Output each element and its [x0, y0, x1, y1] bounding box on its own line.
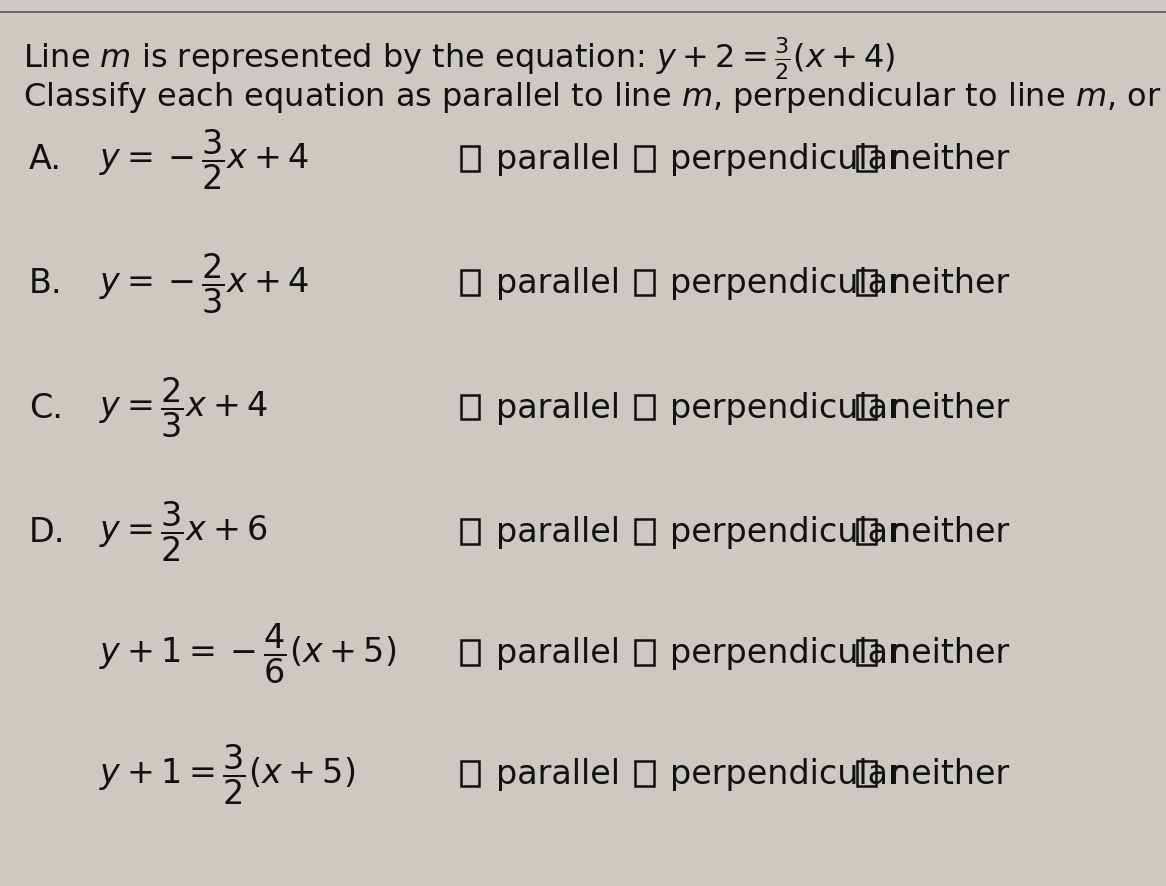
Text: parallel: parallel: [496, 267, 619, 300]
Text: $y = \dfrac{2}{3}x + 4$: $y = \dfrac{2}{3}x + 4$: [99, 376, 268, 439]
Text: perpendicular: perpendicular: [670, 757, 902, 790]
Bar: [857, 519, 876, 544]
Text: neither: neither: [890, 143, 1009, 176]
Text: perpendicular: perpendicular: [670, 636, 902, 670]
Text: parallel: parallel: [496, 515, 619, 548]
Text: A.: A.: [29, 143, 62, 176]
Bar: [857, 271, 876, 296]
Text: $y = -\dfrac{2}{3}x + 4$: $y = -\dfrac{2}{3}x + 4$: [99, 252, 309, 315]
Bar: [857, 641, 876, 665]
Bar: [635, 519, 654, 544]
Text: neither: neither: [890, 757, 1009, 790]
Bar: [461, 641, 479, 665]
Bar: [635, 641, 654, 665]
Text: $y = -\dfrac{3}{2}x + 4$: $y = -\dfrac{3}{2}x + 4$: [99, 128, 309, 191]
Bar: [635, 395, 654, 420]
Bar: [461, 147, 479, 172]
Bar: [857, 395, 876, 420]
Text: $y = \dfrac{3}{2}x + 6$: $y = \dfrac{3}{2}x + 6$: [99, 500, 268, 563]
Text: Line $m$ is represented by the equation: $y + 2 = \frac{3}{2}(x + 4)$: Line $m$ is represented by the equation:…: [23, 35, 895, 82]
Bar: [635, 761, 654, 786]
Text: Classify each equation as parallel to line $m$, perpendicular to line $m$, or ne: Classify each equation as parallel to li…: [23, 80, 1166, 114]
Text: neither: neither: [890, 267, 1009, 300]
Bar: [461, 271, 479, 296]
Text: parallel: parallel: [496, 391, 619, 424]
Text: neither: neither: [890, 515, 1009, 548]
Text: $y + 1 = -\dfrac{4}{6}(x + 5)$: $y + 1 = -\dfrac{4}{6}(x + 5)$: [99, 621, 396, 685]
Bar: [857, 761, 876, 786]
Bar: [857, 147, 876, 172]
Bar: [461, 761, 479, 786]
Text: C.: C.: [29, 391, 63, 424]
Text: perpendicular: perpendicular: [670, 515, 902, 548]
Text: parallel: parallel: [496, 757, 619, 790]
Text: D.: D.: [29, 515, 65, 548]
Text: perpendicular: perpendicular: [670, 267, 902, 300]
Text: $y + 1 = \dfrac{3}{2}(x + 5)$: $y + 1 = \dfrac{3}{2}(x + 5)$: [99, 742, 356, 805]
Text: parallel: parallel: [496, 636, 619, 670]
Text: perpendicular: perpendicular: [670, 143, 902, 176]
Text: neither: neither: [890, 636, 1009, 670]
Text: B.: B.: [29, 267, 63, 300]
Bar: [635, 147, 654, 172]
Bar: [461, 519, 479, 544]
Text: parallel: parallel: [496, 143, 619, 176]
Bar: [461, 395, 479, 420]
Text: neither: neither: [890, 391, 1009, 424]
Text: perpendicular: perpendicular: [670, 391, 902, 424]
Bar: [635, 271, 654, 296]
